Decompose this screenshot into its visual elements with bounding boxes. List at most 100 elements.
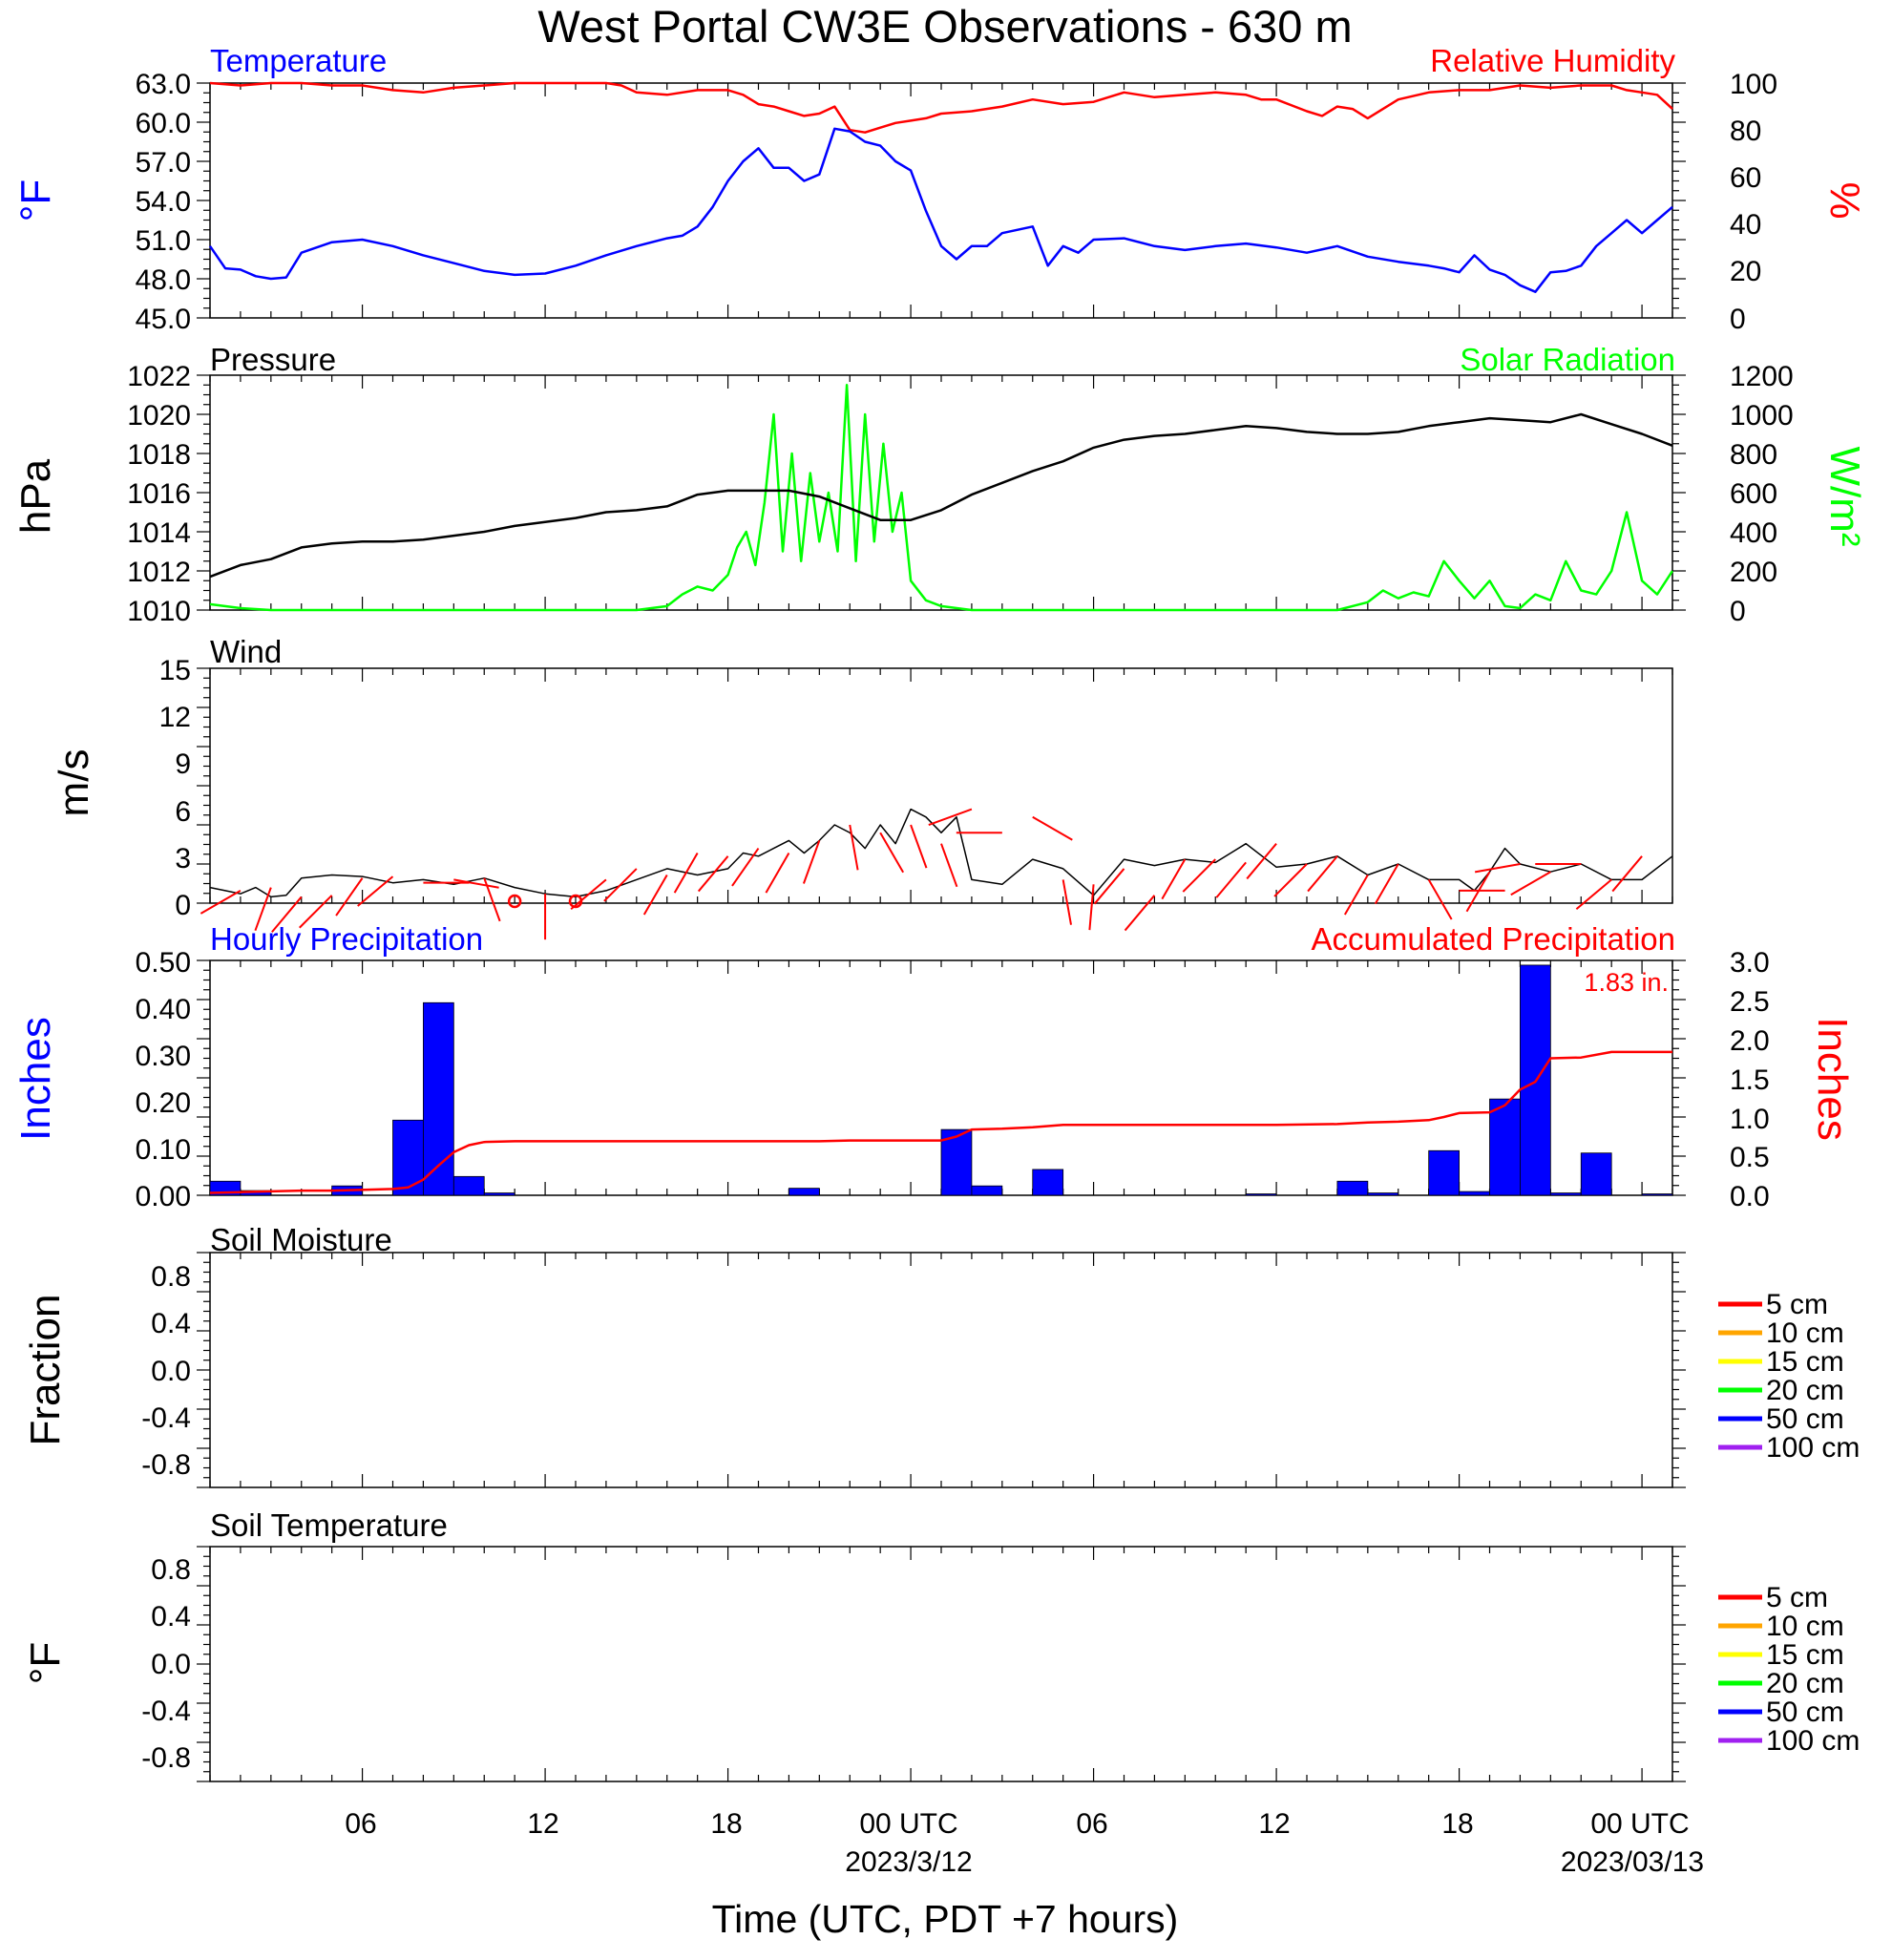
pressure-tick: 1018 — [127, 439, 191, 471]
precip-tick: 0.30 — [136, 1041, 191, 1072]
soil-moisture-legend: 5 cm 10 cm 15 cm 20 cm 50 cm 100 cm — [1718, 1289, 1860, 1464]
temp-tick: 51.0 — [136, 225, 191, 257]
hourly-precip-bar — [788, 1188, 820, 1196]
pressure-tick: 1016 — [127, 478, 191, 510]
temp-tick: 60.0 — [136, 108, 191, 139]
legend-label: 100 cm — [1766, 1725, 1860, 1757]
soil-temperature-axis-label: °F — [22, 1642, 69, 1684]
humidity-title: Relative Humidity — [1430, 43, 1675, 78]
pressure-title: Pressure — [210, 342, 336, 377]
legend-label: 10 cm — [1766, 1317, 1844, 1349]
precip-tick: 0.10 — [136, 1134, 191, 1166]
soil-temperature-tick: 0.0 — [151, 1649, 191, 1680]
legend-label: 20 cm — [1766, 1668, 1844, 1699]
pressure-solar-plot-area — [197, 374, 1686, 612]
wind-barb — [271, 896, 303, 933]
precip-tick: 0.20 — [136, 1087, 191, 1119]
temp-tick: 54.0 — [136, 186, 191, 218]
accum-precip-axis-label: Inches — [1809, 1017, 1856, 1141]
panel-wind: Wind m/s 15 12 9 6 3 0 — [51, 634, 1673, 940]
wind-barb — [1088, 884, 1095, 931]
soil-moisture-plot-area — [197, 1252, 1686, 1488]
time-tick-label: 12 — [1258, 1808, 1290, 1840]
wind-tick: 12 — [159, 702, 191, 733]
panel-precipitation: Hourly Precipitation Accumulated Precipi… — [12, 921, 1856, 1212]
soil-temperature-title: Soil Temperature — [210, 1507, 448, 1543]
wind-barb — [1474, 863, 1521, 874]
soil-temperature-tick: -0.4 — [141, 1696, 191, 1727]
wind-barb — [1510, 871, 1551, 896]
solar-axis-label: W/m² — [1821, 446, 1868, 546]
soil-moisture-axis-label: Fraction — [22, 1295, 69, 1446]
precip-tick: 0.40 — [136, 994, 191, 1025]
wind-axis-label: m/s — [51, 749, 97, 817]
rh-tick: 20 — [1730, 256, 1761, 287]
precip-tick: 0.50 — [136, 947, 191, 979]
soil-moisture-tick: 0.0 — [151, 1356, 191, 1387]
accumulated-precip-line — [209, 1050, 1672, 1194]
wind-barb — [1246, 843, 1277, 880]
time-tick-label: 00 UTC — [859, 1808, 957, 1840]
accum-tick: 1.0 — [1730, 1104, 1770, 1135]
hourly-precip-bar — [971, 1185, 1003, 1196]
wind-barb — [802, 840, 821, 884]
wind-barb — [1093, 868, 1125, 905]
soil-temperature-tick: -0.8 — [141, 1742, 191, 1774]
wind-barb — [1427, 878, 1453, 920]
hourly-precip-title: Hourly Precipitation — [210, 921, 483, 957]
legend-label: 50 cm — [1766, 1697, 1844, 1728]
temp-tick: 57.0 — [136, 147, 191, 179]
wind-barb — [453, 878, 499, 889]
temp-tick: 48.0 — [136, 264, 191, 296]
precip-tick: 0.00 — [136, 1181, 191, 1212]
time-tick-label: 06 — [345, 1808, 376, 1840]
wind-tick: 3 — [175, 843, 191, 875]
wind-barb — [357, 875, 394, 907]
accum-tick: 1.5 — [1730, 1064, 1770, 1096]
solar-tick: 1000 — [1730, 400, 1794, 432]
time-axis-label: Time (UTC, PDT +7 hours) — [712, 1897, 1179, 1941]
hourly-precip-bar — [1489, 1098, 1521, 1196]
time-date-label: 2023/03/13 — [1561, 1846, 1704, 1878]
time-date-label: 2023/3/12 — [845, 1846, 972, 1878]
hourly-precip-bar — [392, 1119, 424, 1196]
solar-radiation-line — [209, 384, 1674, 612]
legend-label: 20 cm — [1766, 1375, 1844, 1406]
temperature-axis-label: °F — [12, 179, 59, 221]
wind-barb — [335, 877, 364, 917]
wind-tick: 9 — [175, 748, 191, 780]
legend-label: 15 cm — [1766, 1346, 1844, 1378]
rh-tick: 60 — [1730, 162, 1761, 194]
hourly-precip-bar — [1641, 1193, 1673, 1196]
wind-barb — [697, 855, 729, 893]
soil-temperature-plot-area — [197, 1546, 1686, 1782]
wind-tick: 6 — [175, 796, 191, 828]
legend-label: 5 cm — [1766, 1289, 1828, 1320]
hourly-precip-bar — [1549, 1192, 1582, 1196]
wind-barb — [1032, 815, 1073, 841]
legend-label: 10 cm — [1766, 1611, 1844, 1642]
wind-barb — [849, 824, 859, 871]
panel-pressure-solar: Pressure Solar Radiation hPa W/m² 1022 1… — [12, 342, 1868, 627]
humidity-axis-label: % — [1821, 181, 1868, 219]
accum-tick: 0.5 — [1730, 1142, 1770, 1173]
time-tick-label: 12 — [527, 1808, 558, 1840]
wind-barb — [910, 824, 928, 869]
wind-barb — [1374, 863, 1399, 905]
precip-total-label: 1.83 in. — [1584, 968, 1669, 997]
time-tick-label: 18 — [1441, 1808, 1473, 1840]
soil-moisture-tick: 0.8 — [151, 1261, 191, 1293]
rh-tick: 100 — [1730, 69, 1777, 100]
wind-barb — [1465, 871, 1491, 913]
wind-barb — [731, 848, 760, 887]
humidity-line — [209, 81, 1673, 134]
hourly-precip-bar — [1032, 1169, 1064, 1196]
wind-barb — [299, 895, 333, 929]
wind-barb — [1062, 879, 1072, 925]
hourly-precip-bar — [1459, 1191, 1490, 1196]
pressure-axis-label: hPa — [12, 458, 59, 534]
wind-barb — [642, 874, 668, 916]
wind-speed-line — [209, 808, 1673, 898]
precipitation-plot-area — [197, 959, 1686, 1196]
solar-tick: 600 — [1730, 478, 1777, 510]
